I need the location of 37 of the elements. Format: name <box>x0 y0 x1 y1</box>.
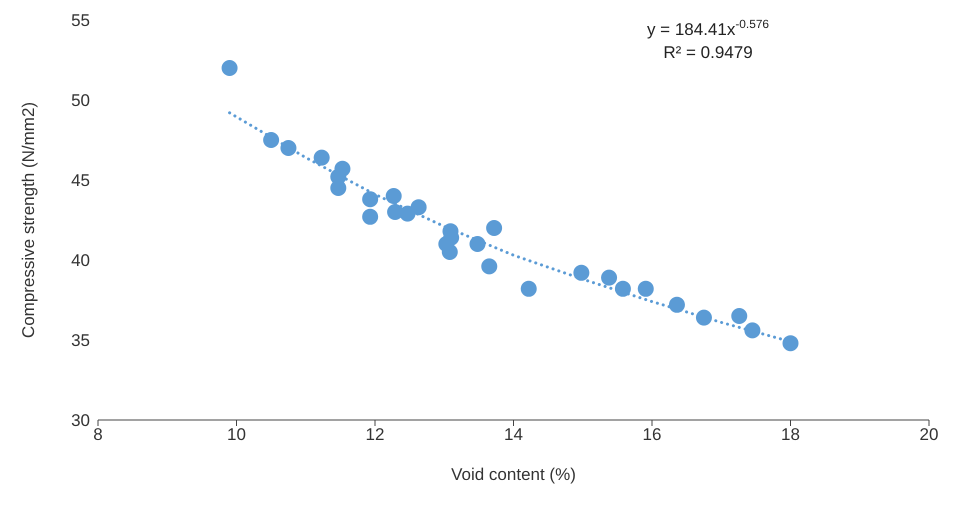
x-tick-label: 18 <box>781 425 800 444</box>
y-axis-title: Compressive strength (N/mm2) <box>19 102 38 338</box>
x-tick-label: 16 <box>642 425 662 444</box>
point <box>638 280 654 297</box>
point <box>520 280 537 297</box>
point <box>442 244 458 260</box>
y-tick-label: 50 <box>71 91 90 110</box>
point <box>481 258 498 274</box>
y-tick-label: 30 <box>71 411 90 430</box>
point <box>573 264 590 281</box>
x-tick-label: 14 <box>504 425 523 444</box>
point <box>222 60 238 76</box>
y-tick-label: 55 <box>71 11 90 30</box>
point <box>731 308 748 324</box>
x-tick-label: 8 <box>93 425 103 444</box>
point <box>263 132 280 148</box>
point <box>280 140 296 156</box>
x-axis-title: Void content (%) <box>451 465 576 484</box>
point <box>362 208 378 225</box>
point <box>314 150 330 166</box>
x-tick-label: 10 <box>227 425 246 444</box>
point <box>486 220 502 236</box>
point <box>782 335 798 352</box>
point <box>386 188 402 204</box>
point <box>362 191 378 208</box>
point <box>410 199 427 216</box>
point <box>469 236 486 252</box>
point <box>601 270 618 286</box>
x-tick-label: 12 <box>366 425 384 444</box>
point <box>614 280 631 297</box>
point <box>668 296 685 313</box>
y-tick-label: 40 <box>71 251 90 270</box>
equation-text: y = 184.41x$^{-0.576}$ R² = 0.9479 <box>646 17 770 62</box>
x-tick-label: 20 <box>920 425 938 444</box>
point <box>744 322 760 338</box>
y-tick-label: 35 <box>71 331 90 350</box>
y-tick-label: 45 <box>71 171 90 190</box>
